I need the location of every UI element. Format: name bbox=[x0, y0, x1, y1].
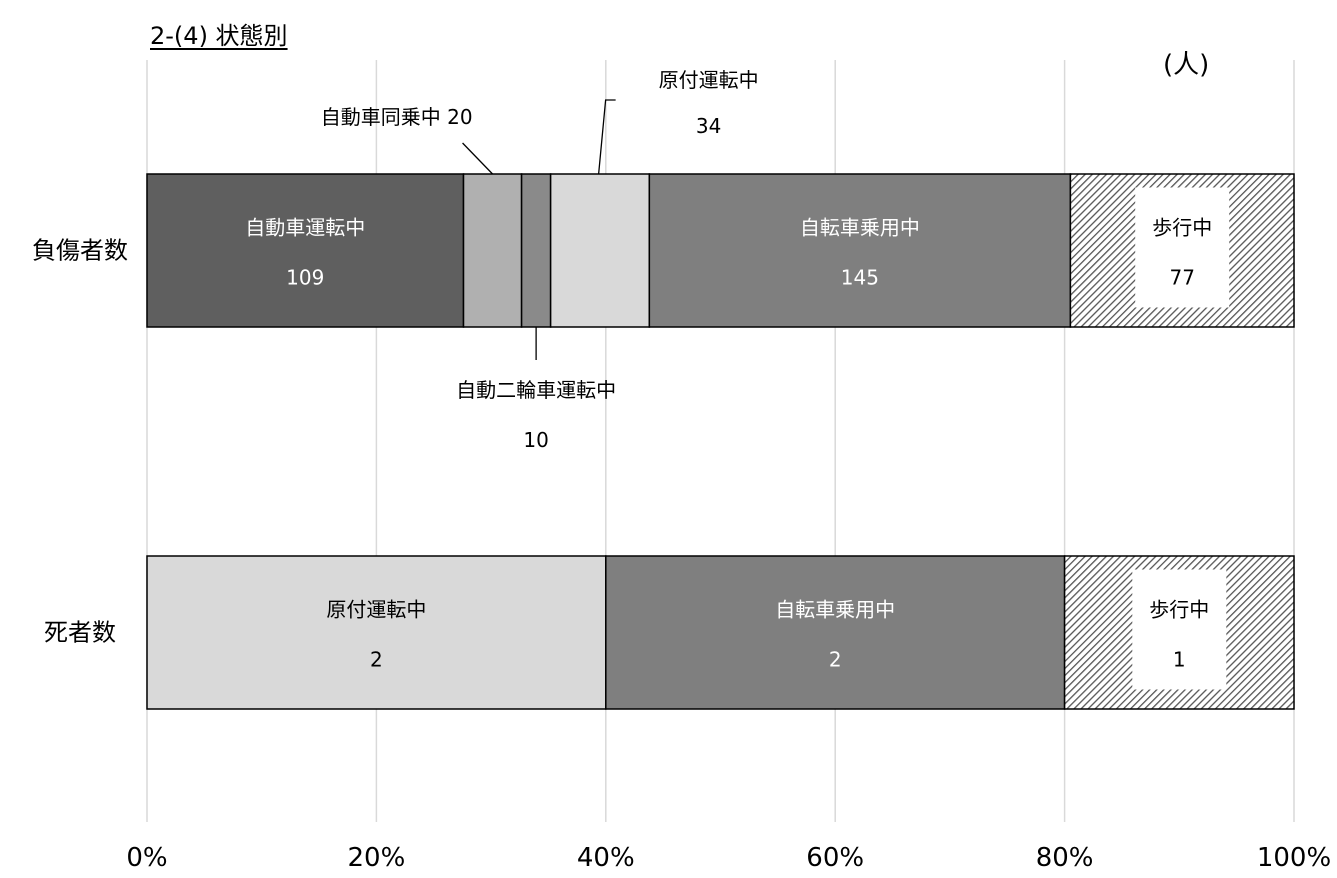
label-box bbox=[1132, 569, 1227, 690]
data-label: 145 bbox=[841, 266, 879, 290]
bar-segment bbox=[146, 173, 465, 328]
x-tick-label: 0% bbox=[126, 843, 167, 873]
callout-label: 自動車同乗中 20 bbox=[321, 105, 473, 129]
callout-line bbox=[597, 99, 616, 175]
data-label: 77 bbox=[1169, 266, 1194, 290]
x-tick-label: 100% bbox=[1257, 843, 1331, 873]
callout-label: 自動二輪車運転中 bbox=[456, 378, 616, 402]
unit-label: (人) bbox=[1163, 50, 1210, 80]
segment-label: 自転車乗用中 bbox=[775, 598, 895, 622]
bar-segment bbox=[648, 173, 1072, 328]
callout-line bbox=[462, 142, 494, 175]
data-label: 2 bbox=[829, 648, 842, 672]
segment-label: 歩行中 bbox=[1149, 598, 1209, 622]
segment-label: 自転車乗用中 bbox=[800, 216, 920, 240]
segment-label: 自動車運転中 bbox=[245, 216, 365, 240]
category-label: 負傷者数 bbox=[32, 237, 128, 265]
bar-segment bbox=[549, 173, 651, 328]
bar-segment bbox=[520, 173, 552, 328]
bar-segment bbox=[146, 555, 607, 710]
bar-segment bbox=[605, 555, 1066, 710]
data-label: 1 bbox=[1173, 648, 1186, 672]
x-tick-label: 20% bbox=[348, 843, 406, 873]
data-label: 34 bbox=[696, 114, 721, 138]
callout-label: 原付運転中 bbox=[659, 68, 759, 92]
data-label: 2 bbox=[370, 648, 383, 672]
x-tick-label: 80% bbox=[1036, 843, 1094, 873]
segment-label: 歩行中 bbox=[1152, 216, 1212, 240]
x-tick-label: 40% bbox=[577, 843, 635, 873]
segment-label: 原付運転中 bbox=[326, 598, 426, 622]
data-label: 10 bbox=[523, 428, 548, 452]
x-tick-label: 60% bbox=[806, 843, 864, 873]
bar-segment bbox=[462, 173, 523, 328]
category-label: 死者数 bbox=[44, 619, 116, 647]
chart-title: 2-(4) 状態別 bbox=[150, 22, 288, 50]
data-label: 109 bbox=[286, 266, 324, 290]
label-box bbox=[1135, 187, 1230, 308]
